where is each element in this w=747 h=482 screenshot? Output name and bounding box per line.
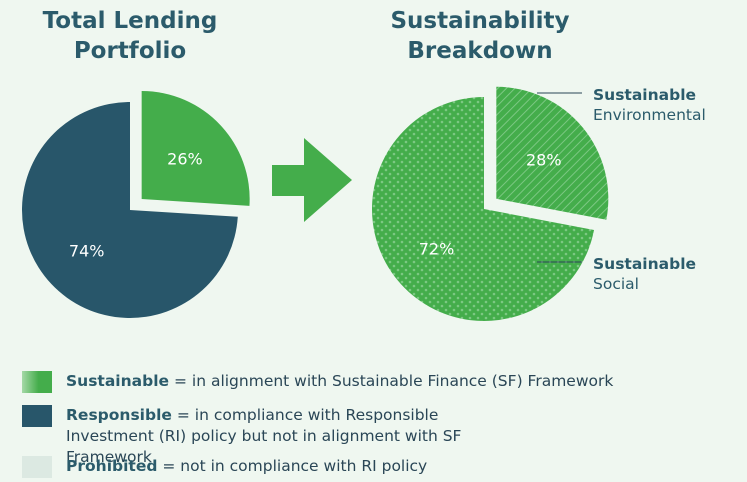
- legend-item: Responsible = in compliance with Respons…: [22, 405, 506, 468]
- legend-term: Responsible: [66, 406, 172, 424]
- value-label: 72%: [419, 239, 455, 258]
- legend-text: Sustainable = in alignment with Sustaina…: [66, 371, 716, 392]
- pie-slice: [21, 102, 238, 318]
- legend-item: Prohibited = not in compliance with RI p…: [22, 456, 716, 478]
- arrow: [272, 138, 352, 222]
- legend-swatch: [22, 456, 52, 478]
- legend-swatch: [22, 371, 52, 393]
- value-label: 28%: [526, 151, 562, 170]
- legend-definition: = in compliance with Responsible Investm…: [66, 406, 462, 466]
- legend-term: Sustainable: [66, 372, 170, 390]
- value-label: 26%: [167, 149, 203, 168]
- legend-item: Sustainable = in alignment with Sustaina…: [22, 371, 716, 393]
- value-label: 74%: [69, 242, 105, 261]
- category-label: Environmental: [593, 106, 706, 124]
- chart-title: Total Lending Portfolio: [42, 8, 218, 64]
- category-label: Sustainable: [593, 86, 696, 104]
- legend-definition: = not in compliance with RI policy: [162, 457, 428, 475]
- pie-slice: [141, 91, 250, 206]
- legend-text: Prohibited = not in compliance with RI p…: [66, 456, 716, 477]
- legend-swatch: [22, 405, 52, 427]
- category-label: Sustainable: [593, 255, 696, 273]
- chart-title: Sustainability Breakdown: [390, 8, 570, 64]
- pie-slice: [496, 86, 609, 220]
- category-label: Social: [593, 275, 639, 293]
- legend-definition: = in alignment with Sustainable Finance …: [173, 372, 614, 390]
- legend-text: Responsible = in compliance with Respons…: [66, 405, 506, 468]
- pie-slice: [372, 97, 595, 321]
- legend-term: Prohibited: [66, 457, 158, 475]
